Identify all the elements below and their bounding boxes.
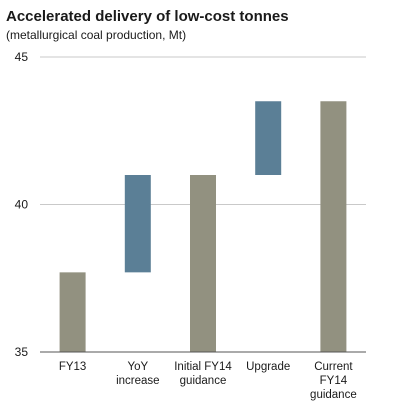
x-tick-label: Upgrade xyxy=(246,361,290,373)
bar-increase xyxy=(255,101,282,175)
bar-total xyxy=(59,272,86,352)
y-tick-label: 35 xyxy=(15,345,29,359)
bar-total xyxy=(320,101,347,352)
x-tick-label: YoY increase xyxy=(116,361,159,387)
x-tick-label: FY13 xyxy=(59,361,87,373)
chart-subtitle: (metallurgical coal production, Mt) xyxy=(6,28,187,42)
chart-title: Accelerated delivery of low-cost tonnes xyxy=(6,8,289,25)
x-tick-label: Initial FY14 guidance xyxy=(174,361,232,387)
y-tick-label: 40 xyxy=(15,198,29,212)
y-tick-label: 45 xyxy=(15,50,29,64)
x-tick-label: Current FY14 guidance xyxy=(310,361,357,401)
bar-total xyxy=(190,175,216,352)
bar-increase xyxy=(124,175,151,273)
